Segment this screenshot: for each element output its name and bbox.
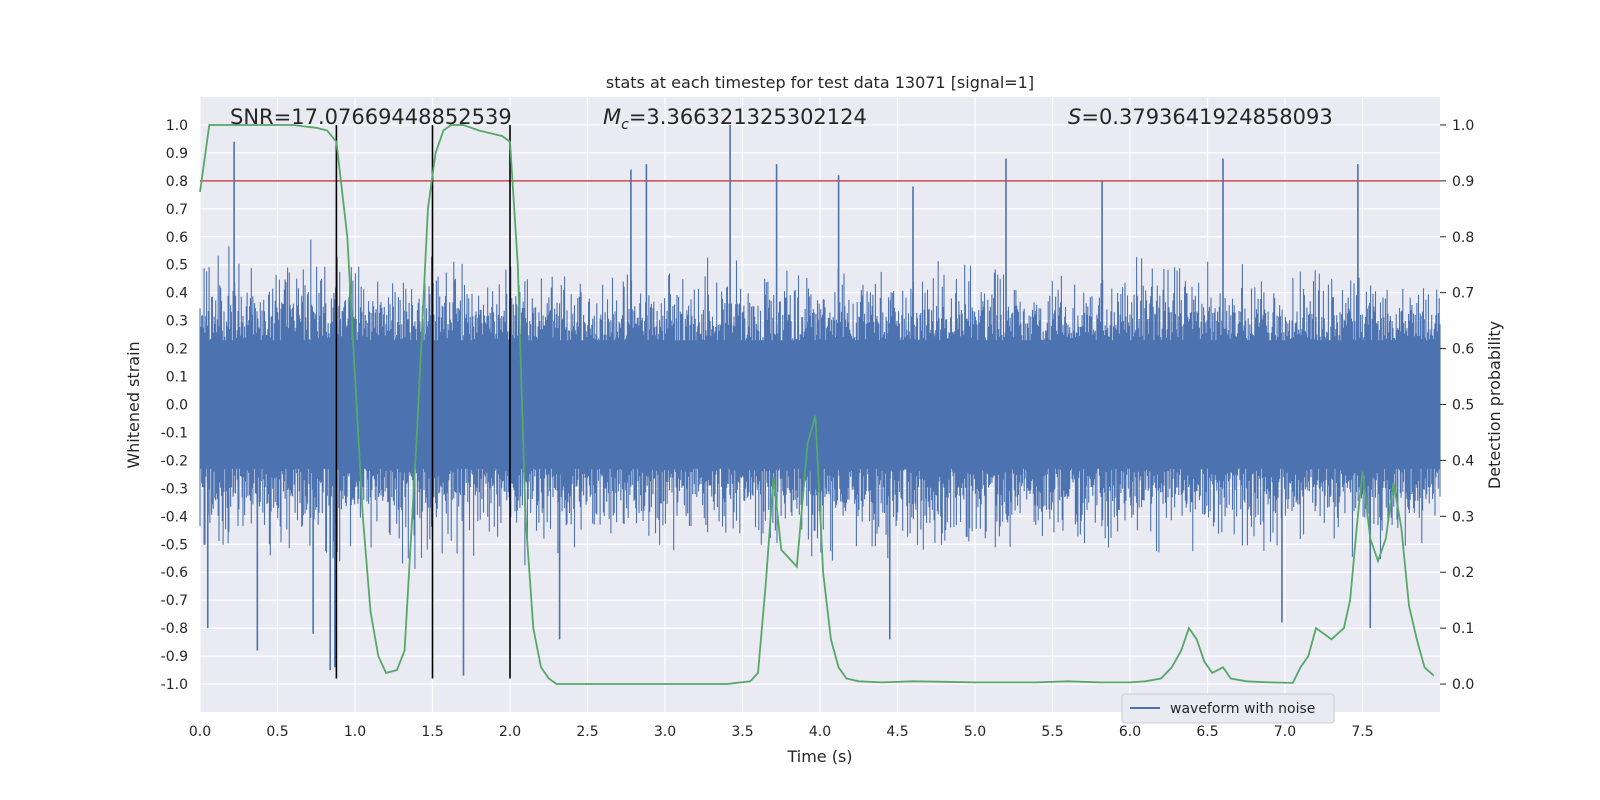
chart-title: stats at each timestep for test data 130… — [606, 73, 1034, 92]
s-symbol: S — [1068, 105, 1081, 129]
x-tick-label: 1.0 — [344, 724, 366, 740]
y-left-tick-label: 1.0 — [166, 118, 188, 134]
y-right-tick-label: 0.7 — [1452, 286, 1474, 302]
y-left-axis-label: Whitened strain — [124, 341, 143, 468]
x-axis-ticks: 0.0 0.5 1.0 1.5 2.0 2.5 3.0 3.5 4.0 4.5 5.0 5.5 6.0 6… — [189, 724, 1374, 740]
y-left-tick-label: 0.3 — [166, 314, 188, 330]
y-right-tick-label: 0.1 — [1452, 621, 1474, 637]
y-left-tick-label: -0.1 — [161, 425, 188, 441]
x-tick-label: 5.5 — [1041, 724, 1063, 740]
chirp-mass-symbol: M — [603, 105, 621, 129]
y-right-tick-label: 0.8 — [1452, 230, 1474, 246]
y-left-tick-label: -1.0 — [161, 677, 188, 693]
y-right-tick-label: 0.3 — [1452, 509, 1474, 525]
y-left-tick-label: 0.7 — [166, 202, 188, 218]
legend-box — [1121, 693, 1335, 724]
waveform-series — [199, 124, 1441, 676]
vertical-markers — [335, 124, 511, 679]
y-left-tick-label: 0.5 — [166, 258, 188, 274]
y-right-axis-ticks: 1.0 0.9 0.8 0.7 0.6 0.5 0.4 0.3 0.2 0.1 0.0 — [1440, 118, 1474, 693]
y-right-tick-label: 0.6 — [1452, 342, 1474, 358]
chirp-mass-subscript: c — [621, 117, 629, 133]
x-tick-label: 3.0 — [654, 724, 676, 740]
y-left-axis-ticks: 1.0 0.9 0.8 0.7 0.6 0.5 0.4 0.3 0.2 0.1 0.0 -0.1 -0.… — [161, 118, 188, 693]
y-left-tick-label: -0.7 — [161, 593, 188, 609]
chirp-mass-value: =3.366321325302124 — [629, 105, 867, 129]
x-axis-label: Time (s) — [786, 747, 852, 766]
y-left-tick-label: -0.3 — [161, 481, 188, 497]
y-left-tick-label: -0.5 — [161, 537, 188, 553]
x-tick-label: 6.5 — [1196, 724, 1218, 740]
probability-line — [199, 124, 1435, 685]
y-left-tick-label: 0.9 — [166, 146, 188, 162]
y-left-tick-label: -0.4 — [161, 509, 188, 525]
y-right-tick-label: 0.9 — [1452, 174, 1474, 190]
y-left-tick-label: 0.1 — [166, 370, 188, 386]
x-tick-label: 4.0 — [809, 724, 831, 740]
x-tick-label: 3.5 — [731, 724, 753, 740]
x-tick-label: 0.5 — [266, 724, 288, 740]
y-left-tick-label: 0.6 — [166, 230, 188, 246]
y-left-tick-label: -0.8 — [161, 621, 188, 637]
x-tick-label: 0.0 — [189, 724, 211, 740]
y-left-tick-label: 0.2 — [166, 342, 188, 358]
x-tick-label: 2.5 — [576, 724, 598, 740]
x-tick-label: 7.5 — [1351, 724, 1373, 740]
y-left-tick-label: -0.2 — [161, 453, 188, 469]
y-right-tick-label: 0.2 — [1452, 565, 1474, 581]
y-left-tick-label: -0.6 — [161, 565, 188, 581]
x-tick-label: 7.0 — [1274, 724, 1296, 740]
snr-annotation: SNR=17.07669448852539 — [230, 105, 512, 129]
y-right-axis-label: Detection probability — [1485, 321, 1504, 489]
y-right-tick-label: 0.4 — [1452, 453, 1474, 469]
legend-entry: waveform with noise — [1170, 701, 1315, 717]
y-right-tick-label: 0.5 — [1452, 398, 1474, 414]
x-tick-label: 1.5 — [421, 724, 443, 740]
s-annotation: S=0.3793641924858093 — [1068, 105, 1333, 129]
y-right-tick-label: 1.0 — [1452, 118, 1474, 134]
x-tick-label: 4.5 — [886, 724, 908, 740]
y-right-tick-label: 0.0 — [1452, 677, 1474, 693]
x-tick-label: 2.0 — [499, 724, 521, 740]
y-left-tick-label: 0.0 — [166, 398, 188, 414]
x-tick-label: 6.0 — [1119, 724, 1141, 740]
probability-series — [199, 124, 1435, 685]
legend: waveform with noise — [1121, 693, 1335, 724]
y-left-tick-label: -0.9 — [161, 649, 188, 665]
s-value: =0.3793641924858093 — [1081, 105, 1332, 129]
y-left-tick-label: 0.4 — [166, 286, 188, 302]
chirp-mass-annotation: Mc=3.366321325302124 — [603, 105, 867, 133]
waveform-core — [200, 340, 1440, 469]
y-left-tick-label: 0.8 — [166, 174, 188, 190]
x-tick-label: 5.0 — [964, 724, 986, 740]
